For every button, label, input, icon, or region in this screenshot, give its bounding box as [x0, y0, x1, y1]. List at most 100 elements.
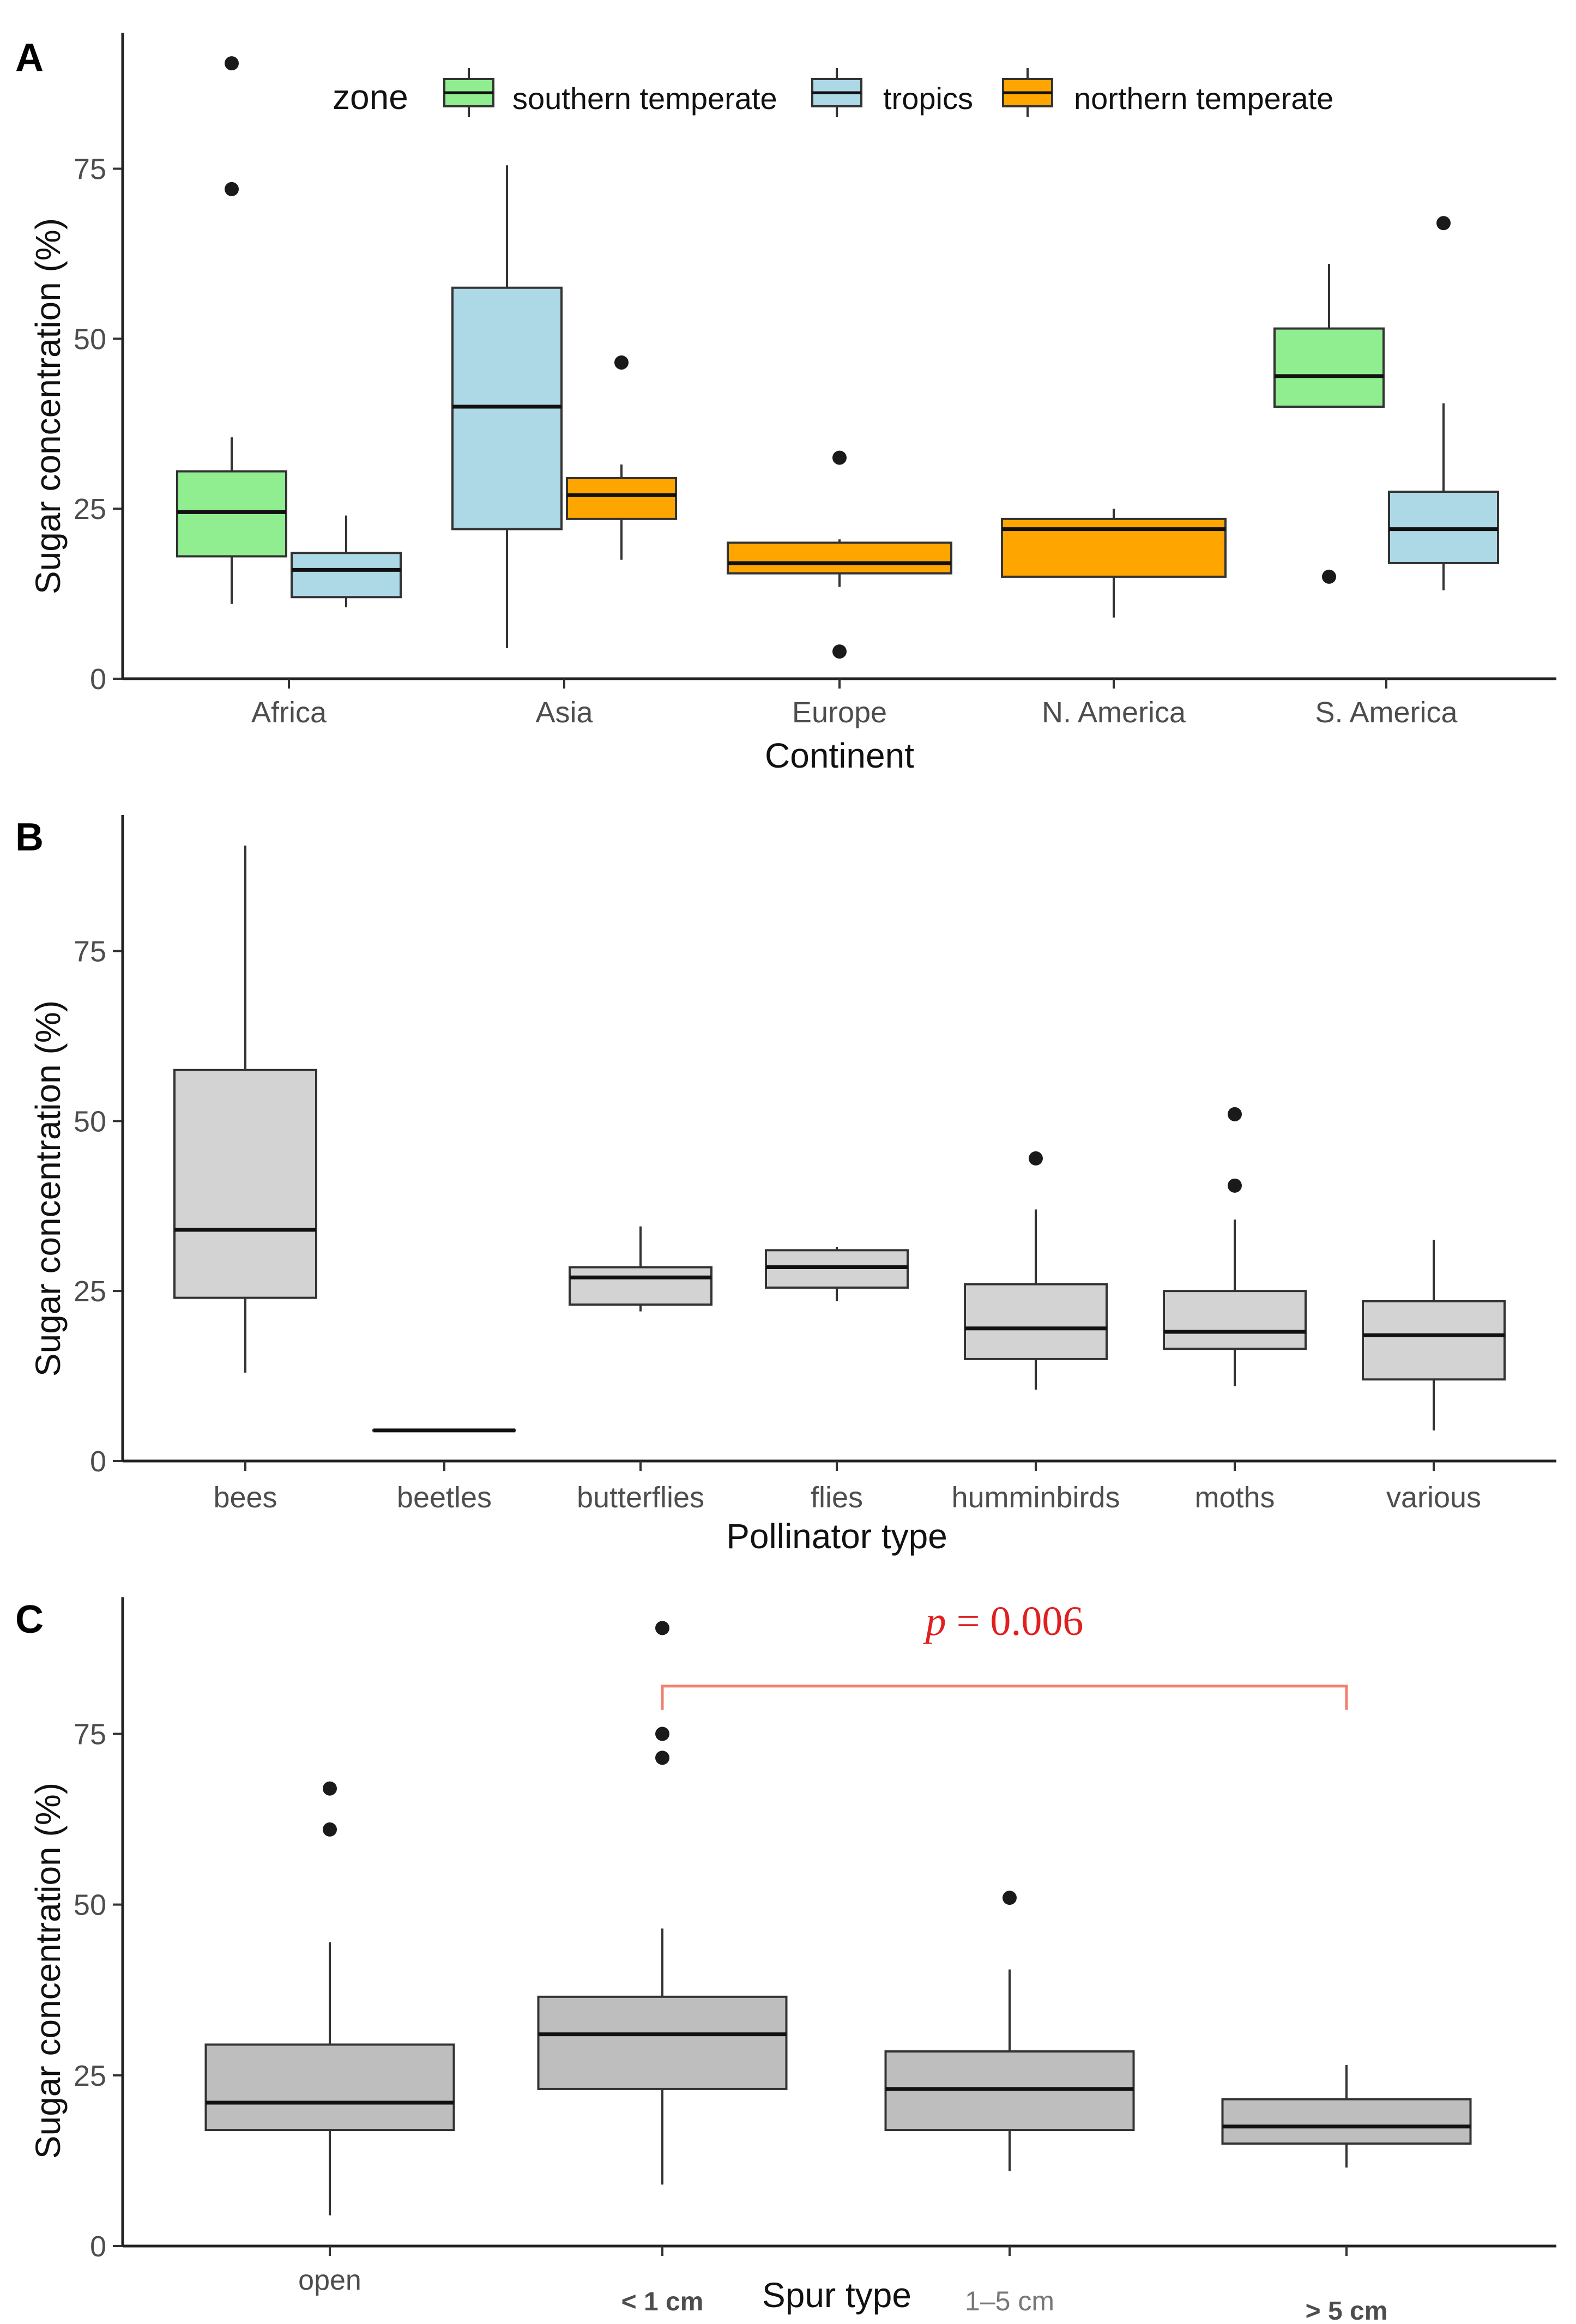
panel-c: C 0 25 50 75 open < 1 cm 1–5 cm > 5 cm p = 0.006… [15, 1597, 1556, 2324]
legend-title: zone [333, 77, 408, 117]
legend-label-northern-temperate: northern temperate [1074, 81, 1333, 116]
box-moths [1163, 1107, 1307, 1386]
x-tick-label-butterflies: butterflies [577, 1481, 704, 1514]
x-tick-label-n-america: N. America [1042, 696, 1186, 729]
box-iqr [173, 1069, 317, 1299]
box-iqr [566, 477, 677, 520]
p-value-label: p = 0.006 [923, 1598, 1084, 1644]
y-tick-label: 0 [90, 2230, 106, 2263]
x-tick-label-europe: Europe [792, 696, 887, 729]
box-1-cm [537, 1621, 788, 2185]
legend-item-tropics: tropics [811, 68, 973, 117]
x-axis-title-b: Pollinator type [726, 1517, 947, 1556]
box-iqr [1362, 1300, 1506, 1381]
y-tick-label: 50 [74, 323, 106, 355]
box-flies [765, 1247, 909, 1301]
plot-area-b: 0 25 50 75 bees beetles butterflies flies hummin… [74, 815, 1556, 1514]
box-5-cm [1221, 2065, 1472, 2168]
outlier-point [1322, 569, 1336, 584]
x-tick-label-1-cm: < 1 cm [621, 2287, 704, 2316]
panel-letter-a: A [15, 36, 44, 80]
x-tick-label-flies: flies [811, 1481, 863, 1514]
outlier-point [1003, 1891, 1017, 1905]
outlier-point [832, 450, 847, 465]
box-n-america-northern-temperate [1001, 509, 1227, 618]
x-tick-label-asia: Asia [535, 696, 593, 729]
box-iqr [727, 541, 952, 575]
box-humminbirds [964, 1151, 1108, 1390]
outlier-point [1228, 1178, 1242, 1193]
outlier-point [225, 56, 239, 71]
x-tick-label-1-5-cm: 1–5 cm [965, 2286, 1054, 2316]
outlier-point [655, 1621, 669, 1635]
x-tick-label-humminbirds: humminbirds [951, 1481, 1120, 1514]
box-iqr [569, 1266, 712, 1306]
outlier-point [1029, 1151, 1043, 1166]
box-africa-tropics [291, 515, 402, 608]
outlier-point [832, 644, 847, 659]
x-tick-label-s-america: S. America [1315, 696, 1458, 729]
y-tick-label: 75 [74, 935, 106, 968]
box-iqr [291, 552, 402, 599]
y-tick-label: 0 [90, 663, 106, 696]
y-tick-label: 75 [74, 153, 106, 185]
outlier-point [323, 1822, 337, 1837]
box-asia-tropics [451, 165, 563, 648]
y-axis-title-b: Sugar concentration (%) [28, 1000, 68, 1377]
outlier-point [1436, 216, 1451, 231]
legend-item-southern-temperate: southern temperate [443, 68, 777, 117]
x-tick-label-open: open [298, 2265, 361, 2296]
legend-label-tropics: tropics [883, 81, 973, 116]
outlier-point [323, 1781, 337, 1796]
x-tick-label-5-cm: > 5 cm [1306, 2297, 1388, 2324]
outlier-point [1228, 1107, 1242, 1121]
box-s-america-southern-temperate [1273, 264, 1385, 584]
x-axis-title-a: Continent [765, 736, 914, 775]
outlier-point [225, 182, 239, 196]
outlier-point [614, 355, 629, 370]
x-tick-label-bees: bees [213, 1481, 277, 1514]
y-tick-label: 25 [74, 493, 106, 526]
box-asia-northern-temperate [566, 355, 677, 560]
x-tick-label-moths: moths [1194, 1481, 1275, 1514]
box-iqr [964, 1283, 1108, 1360]
box-iqr [1273, 327, 1385, 408]
plot-area-c: 0 25 50 75 open < 1 cm 1–5 cm > 5 cm p = 0.006 [74, 1597, 1556, 2324]
box-iqr [1221, 2098, 1472, 2145]
box-iqr [537, 1995, 788, 2090]
plot-area-a: 0 25 50 75 Africa Asia Europe N. America S. Amer… [74, 33, 1556, 729]
outlier-point [655, 1727, 669, 1741]
panel-a: A zone southern temperate tropics northe… [15, 33, 1556, 775]
outlier-point [655, 1750, 669, 1765]
y-tick-label: 75 [74, 1718, 106, 1751]
box-bees [173, 846, 317, 1373]
x-tick-label-africa: Africa [251, 696, 327, 729]
legend-label-southern-temperate: southern temperate [512, 81, 777, 116]
y-tick-label: 50 [74, 1889, 106, 1922]
y-axis-title-c: Sugar concentration (%) [28, 1783, 68, 2159]
box-europe-northern-temperate [727, 450, 952, 659]
box-open [204, 1781, 455, 2216]
y-axis-title-a: Sugar concentration (%) [28, 218, 68, 594]
zone-legend: zone southern temperate tropics northern… [333, 68, 1333, 117]
panel-b: B 0 25 50 75 bees beetles butterflies flies humm… [15, 815, 1556, 1556]
box-1-5-cm [884, 1891, 1135, 2171]
box-iqr [1163, 1290, 1307, 1350]
x-tick-label-beetles: beetles [397, 1481, 492, 1514]
box-africa-southern-temperate [176, 56, 287, 604]
x-axis-title-c: Spur type [762, 2275, 911, 2315]
legend-item-northern-temperate: northern temperate [1002, 68, 1333, 117]
box-s-america-tropics [1388, 216, 1499, 590]
x-tick-label-various: various [1386, 1481, 1481, 1514]
y-tick-label: 0 [90, 1445, 106, 1478]
y-tick-label: 25 [74, 2060, 106, 2092]
y-tick-label: 25 [74, 1275, 106, 1308]
panel-letter-b: B [15, 816, 44, 859]
y-tick-label: 50 [74, 1105, 106, 1138]
box-various [1362, 1240, 1506, 1430]
significance-bracket [661, 1685, 1348, 1710]
box-iqr [204, 2043, 455, 2132]
panel-letter-c: C [15, 1598, 44, 1641]
box-butterflies [569, 1226, 712, 1312]
